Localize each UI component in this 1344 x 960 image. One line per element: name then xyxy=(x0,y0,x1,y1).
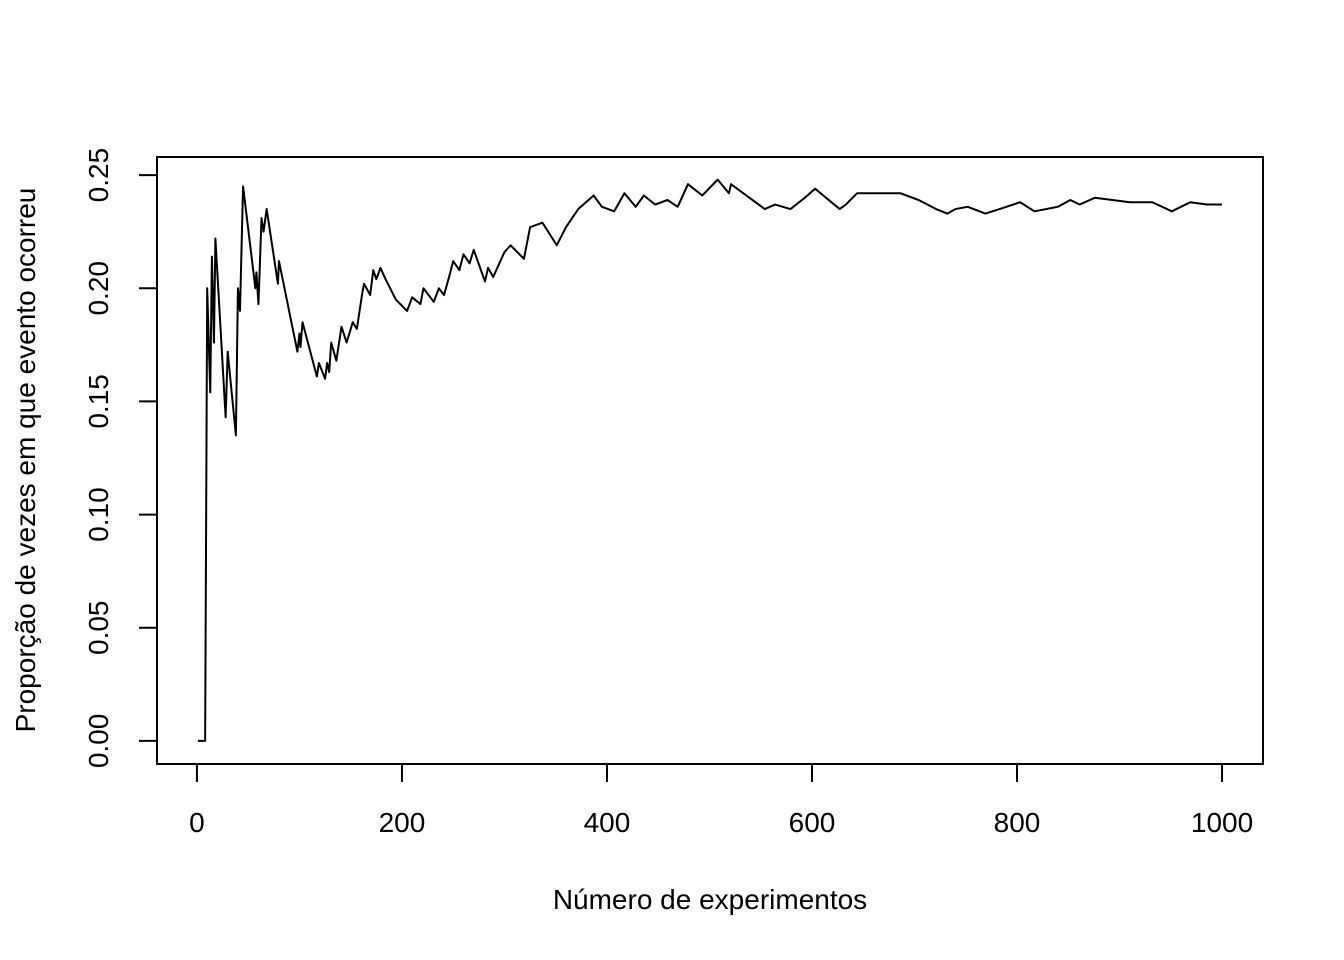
plot-box xyxy=(156,156,1264,765)
x-tick-label: 1000 xyxy=(1191,807,1253,838)
x-tick-label: 200 xyxy=(379,807,426,838)
x-tick-label: 800 xyxy=(994,807,1041,838)
y-tick-label: 0.20 xyxy=(83,261,114,316)
x-tick-label: 0 xyxy=(189,807,205,838)
y-tick-label: 0.25 xyxy=(83,148,114,203)
y-tick-label: 0.15 xyxy=(83,374,114,429)
x-axis-label: Número de experimentos xyxy=(553,884,867,915)
y-tick-label: 0.10 xyxy=(83,487,114,542)
x-tick-label: 400 xyxy=(584,807,631,838)
y-tick-label: 0.00 xyxy=(83,714,114,769)
x-tick-label: 600 xyxy=(789,807,836,838)
y-tick-label: 0.05 xyxy=(83,601,114,656)
data-line xyxy=(197,178,1223,742)
y-axis-label: Proporção de vezes em que evento ocorreu xyxy=(10,188,41,733)
